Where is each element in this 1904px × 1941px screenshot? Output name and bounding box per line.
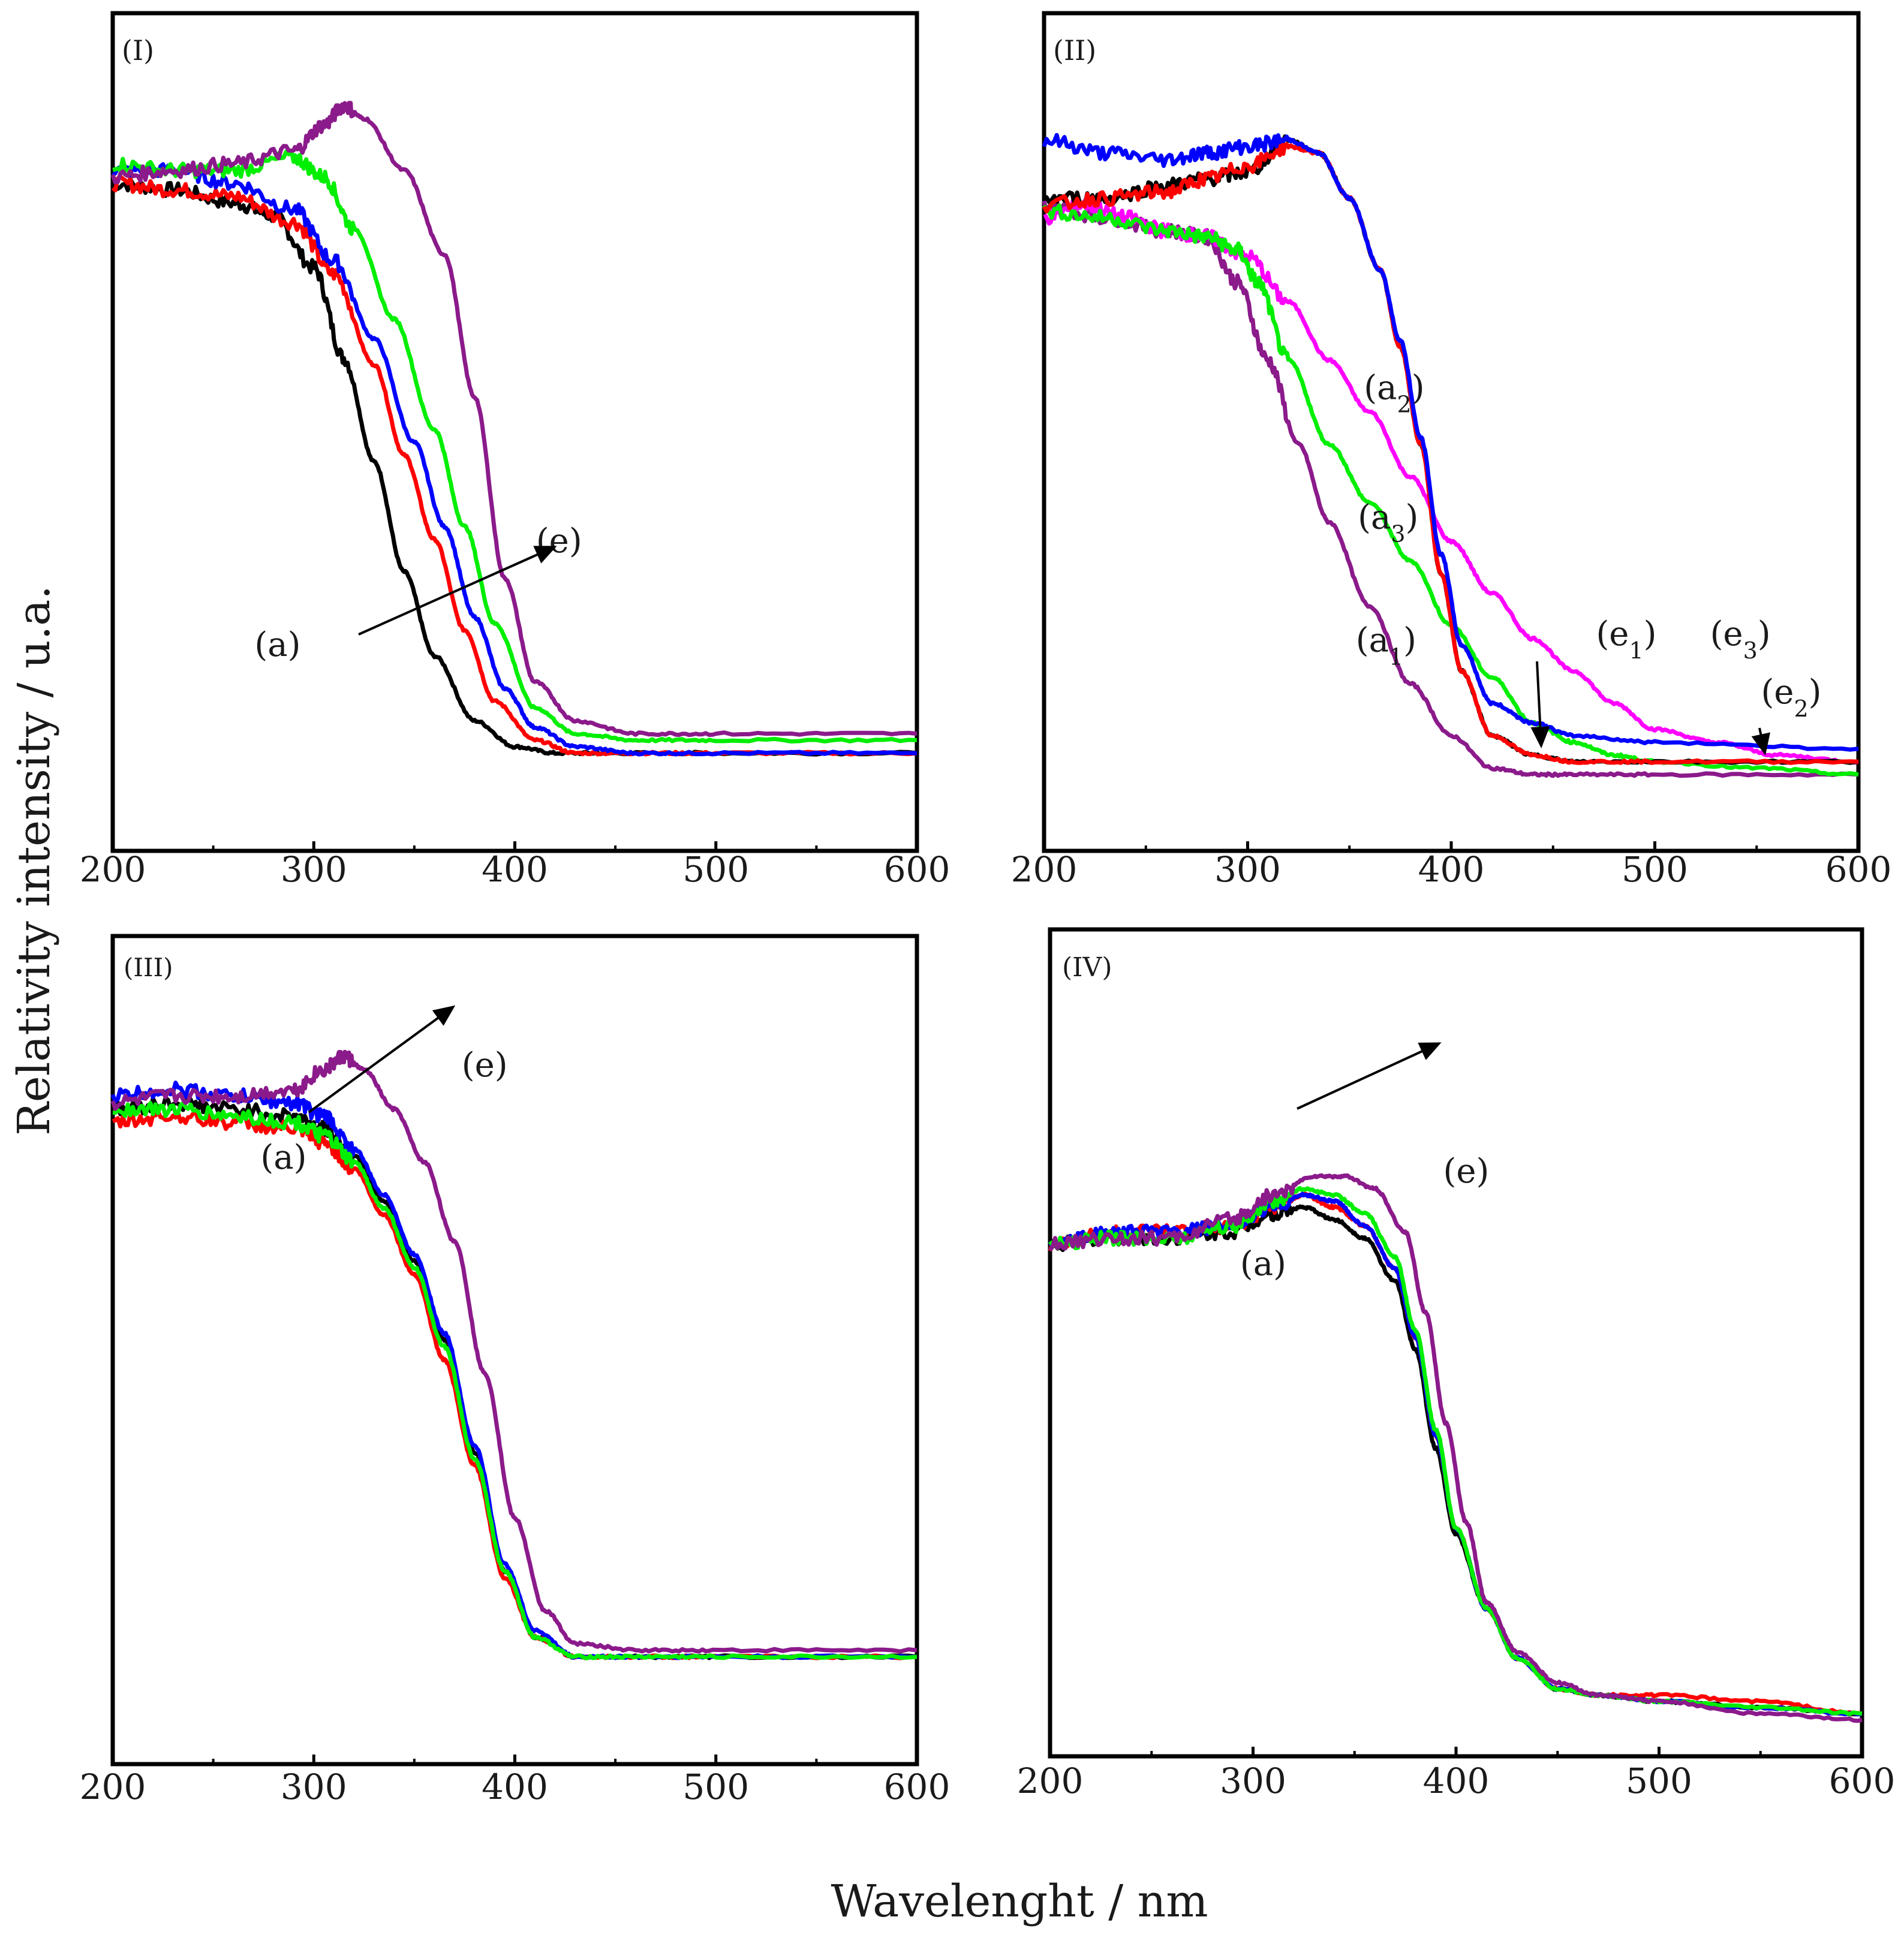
panel-2-plot: 200 300 400 500 600(a2)(a3)(a1) (e1) (e3)(e2) bbox=[1011, 133, 1892, 890]
panel-1-series-e bbox=[110, 101, 918, 738]
panel-2-xtick-label: 500 bbox=[1622, 849, 1688, 890]
panel-2-xtick-label: 600 bbox=[1825, 849, 1892, 890]
annotation-arrow bbox=[358, 546, 557, 636]
panel-1-frame bbox=[110, 11, 919, 853]
x-axis-title: Wavelenght / nm bbox=[831, 1876, 1208, 1927]
panel-4-series-e bbox=[1048, 1173, 1863, 1723]
panel-1-annotation: (e) bbox=[536, 522, 582, 561]
panel-1: (I) 200 300 400 500 600 (a) (e) bbox=[80, 11, 951, 890]
panel-3-label: (III) bbox=[124, 953, 173, 982]
panel-2-annotation: (e3) bbox=[1710, 615, 1771, 664]
panel-2-annotation: (a1) bbox=[1356, 621, 1416, 670]
panel-2-annotation: (e2) bbox=[1761, 673, 1821, 722]
panel-4-series-c bbox=[1048, 1191, 1863, 1717]
panel-1-xtick-label: 600 bbox=[884, 849, 951, 890]
panel-4-xtick-label: 200 bbox=[1017, 1761, 1084, 1801]
panel-3-series-b bbox=[112, 1109, 918, 1660]
panel-1-plot: 200 300 400 500 600 (a) (e) bbox=[80, 101, 951, 890]
panel-2-annotation: (e1) bbox=[1596, 615, 1656, 664]
annotation-arrow bbox=[1297, 1042, 1442, 1110]
panel-3-annotation: (a) bbox=[260, 1138, 306, 1177]
panel-4-series-b bbox=[1048, 1191, 1863, 1716]
panel-4-xtick-label: 300 bbox=[1220, 1761, 1286, 1801]
panel-1-series-d bbox=[112, 148, 918, 744]
panel-2-annotation: (a3) bbox=[1358, 498, 1418, 547]
panel-4: (IV) 200 300 400 500 600 (a) (e) bbox=[1017, 927, 1896, 1801]
panel-3-series-c bbox=[110, 1081, 918, 1660]
panel-4-annotation: (a) bbox=[1240, 1245, 1286, 1284]
panel-3-xtick-label: 200 bbox=[80, 1767, 146, 1807]
panel-4-frame bbox=[1048, 927, 1864, 1759]
panel-2-xtick-label: 300 bbox=[1214, 849, 1281, 890]
panel-3-annotation: (e) bbox=[462, 1046, 508, 1085]
panel-2-frame bbox=[1042, 11, 1861, 853]
annotation-arrow bbox=[308, 1005, 456, 1114]
y-axis-title: Relativity intensity / u.a. bbox=[8, 585, 60, 1136]
panel-3: (III) 200 300 400 500 600 (a) (e) bbox=[80, 934, 951, 1807]
panel-2-series-a2 bbox=[1043, 197, 1859, 765]
panel-1-xtick-label: 300 bbox=[281, 849, 347, 890]
panel-4-series-d bbox=[1048, 1186, 1863, 1717]
annotation-arrow bbox=[1530, 661, 1550, 748]
panel-1-series-c bbox=[111, 162, 918, 757]
panel-1-annotation: (a) bbox=[254, 625, 300, 664]
panel-2-label: (II) bbox=[1053, 34, 1096, 67]
panel-1-xtick-label: 400 bbox=[482, 849, 548, 890]
panel-3-series-a bbox=[110, 1096, 918, 1660]
panel-2-xtick-label: 400 bbox=[1418, 849, 1485, 890]
panel-4-xtick-label: 500 bbox=[1626, 1761, 1692, 1801]
panel-3-series-d bbox=[112, 1101, 918, 1660]
panel-3-series-e bbox=[110, 1049, 918, 1654]
panel-3-xtick-label: 600 bbox=[884, 1767, 951, 1807]
panel-3-frame bbox=[110, 934, 919, 1767]
panel-2-xtick-label: 200 bbox=[1011, 849, 1078, 890]
panel-1-xtick-label: 200 bbox=[80, 849, 146, 890]
panel-2: (II) 200 300 400 500 600(a2)(a3)(a1) (e1) (e3)… bbox=[1011, 11, 1892, 890]
panel-3-xtick-label: 400 bbox=[482, 1767, 548, 1807]
annotation-arrow bbox=[1751, 727, 1770, 756]
panel-4-xtick-label: 600 bbox=[1829, 1761, 1896, 1801]
panel-2-series-a3 bbox=[1042, 203, 1859, 777]
panel-4-annotation: (e) bbox=[1443, 1152, 1490, 1191]
panel-3-plot: 200 300 400 500 600 (a) (e) bbox=[80, 1046, 951, 1807]
panel-2-series-a1 bbox=[1042, 198, 1859, 778]
panel-4-plot: 200 300 400 500 600 (a) (e) bbox=[1017, 1152, 1896, 1801]
panel-4-xtick-label: 400 bbox=[1423, 1761, 1490, 1801]
panel-3-xtick-label: 300 bbox=[281, 1767, 347, 1807]
panel-1-label: (I) bbox=[122, 34, 154, 67]
panel-3-xtick-label: 500 bbox=[682, 1767, 749, 1807]
panel-1-xtick-label: 500 bbox=[682, 849, 749, 890]
panel-4-label: (IV) bbox=[1062, 952, 1112, 983]
